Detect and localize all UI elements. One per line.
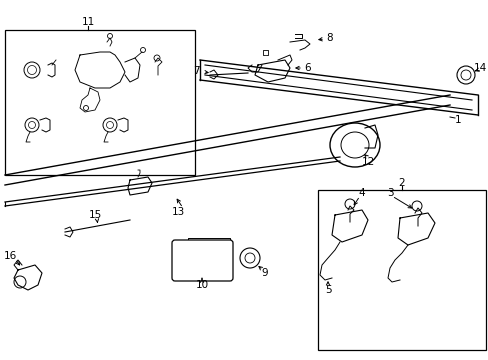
Text: 6: 6	[304, 63, 311, 73]
Bar	[317, 190, 485, 350]
Text: 7: 7	[193, 66, 200, 76]
Text: 10: 10	[195, 280, 208, 290]
Text: 16: 16	[3, 251, 17, 261]
FancyBboxPatch shape	[172, 240, 232, 281]
Bar	[5, 30, 195, 175]
Text: 13: 13	[171, 207, 184, 217]
Text: 1: 1	[454, 115, 460, 125]
Text: 14: 14	[472, 63, 486, 73]
Text: 12: 12	[361, 157, 374, 167]
Text: 9: 9	[261, 268, 268, 278]
Text: 11: 11	[81, 17, 95, 27]
Text: 3: 3	[386, 188, 392, 198]
Text: 15: 15	[88, 210, 102, 220]
Text: 2: 2	[398, 178, 405, 188]
Text: 8: 8	[326, 33, 333, 43]
Text: 5: 5	[324, 285, 331, 295]
Text: 4: 4	[358, 188, 365, 198]
